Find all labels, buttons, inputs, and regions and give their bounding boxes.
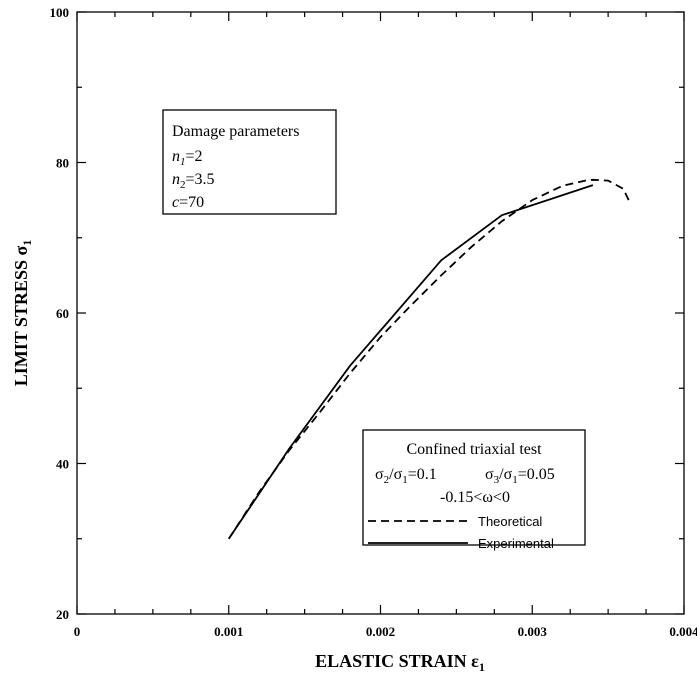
y-tick-label: 60 <box>56 306 69 321</box>
legend-box: Confined triaxial test σ2/σ1=0.1 σ3/σ1=0… <box>362 429 586 551</box>
legend-label-experimental: Experimental <box>478 536 554 551</box>
x-tick-label: 0 <box>74 624 81 639</box>
x-tick-label: 0.004 <box>669 624 697 639</box>
y-tick-label: 40 <box>56 457 69 472</box>
legend-omega-range: -0.15<ω<0 <box>440 489 510 506</box>
damage-param-c: c=70 <box>172 194 204 211</box>
x-tick-label: 0.001 <box>214 624 243 639</box>
damage-param-n2: n2=3.5 <box>172 171 215 191</box>
y-tick-label: 100 <box>50 5 70 20</box>
x-tick-label: 0.002 <box>366 624 395 639</box>
legend-ratio-sigma2: σ2/σ1=0.1 <box>375 466 437 486</box>
y-tick-label: 80 <box>56 156 69 171</box>
x-axis-title-subscript: 1 <box>479 660 485 674</box>
y-axis-title: LIMIT STRESS σ1 <box>11 240 34 387</box>
y-axis-title-subscript: 1 <box>20 240 34 246</box>
legend-title: Confined triaxial test <box>406 441 542 458</box>
x-tick-label: 0.003 <box>518 624 548 639</box>
damage-param-n1: n1=2 <box>172 148 203 168</box>
legend-label-theoretical: Theoretical <box>478 514 542 529</box>
series-line-experimental <box>228 184 594 540</box>
legend-ratio-sigma3: σ3/σ1=0.05 <box>485 466 555 486</box>
series-line-theoretical <box>228 178 631 540</box>
legend-border <box>362 429 586 546</box>
damage-box-border <box>162 109 337 215</box>
y-tick-label: 20 <box>56 607 69 622</box>
damage-parameters-box: Damage parameters n1=2 n2=3.5 c=70 <box>162 109 337 215</box>
x-axis-title: ELASTIC STRAIN ε1 <box>315 651 485 674</box>
damage-box-title: Damage parameters <box>172 123 299 140</box>
